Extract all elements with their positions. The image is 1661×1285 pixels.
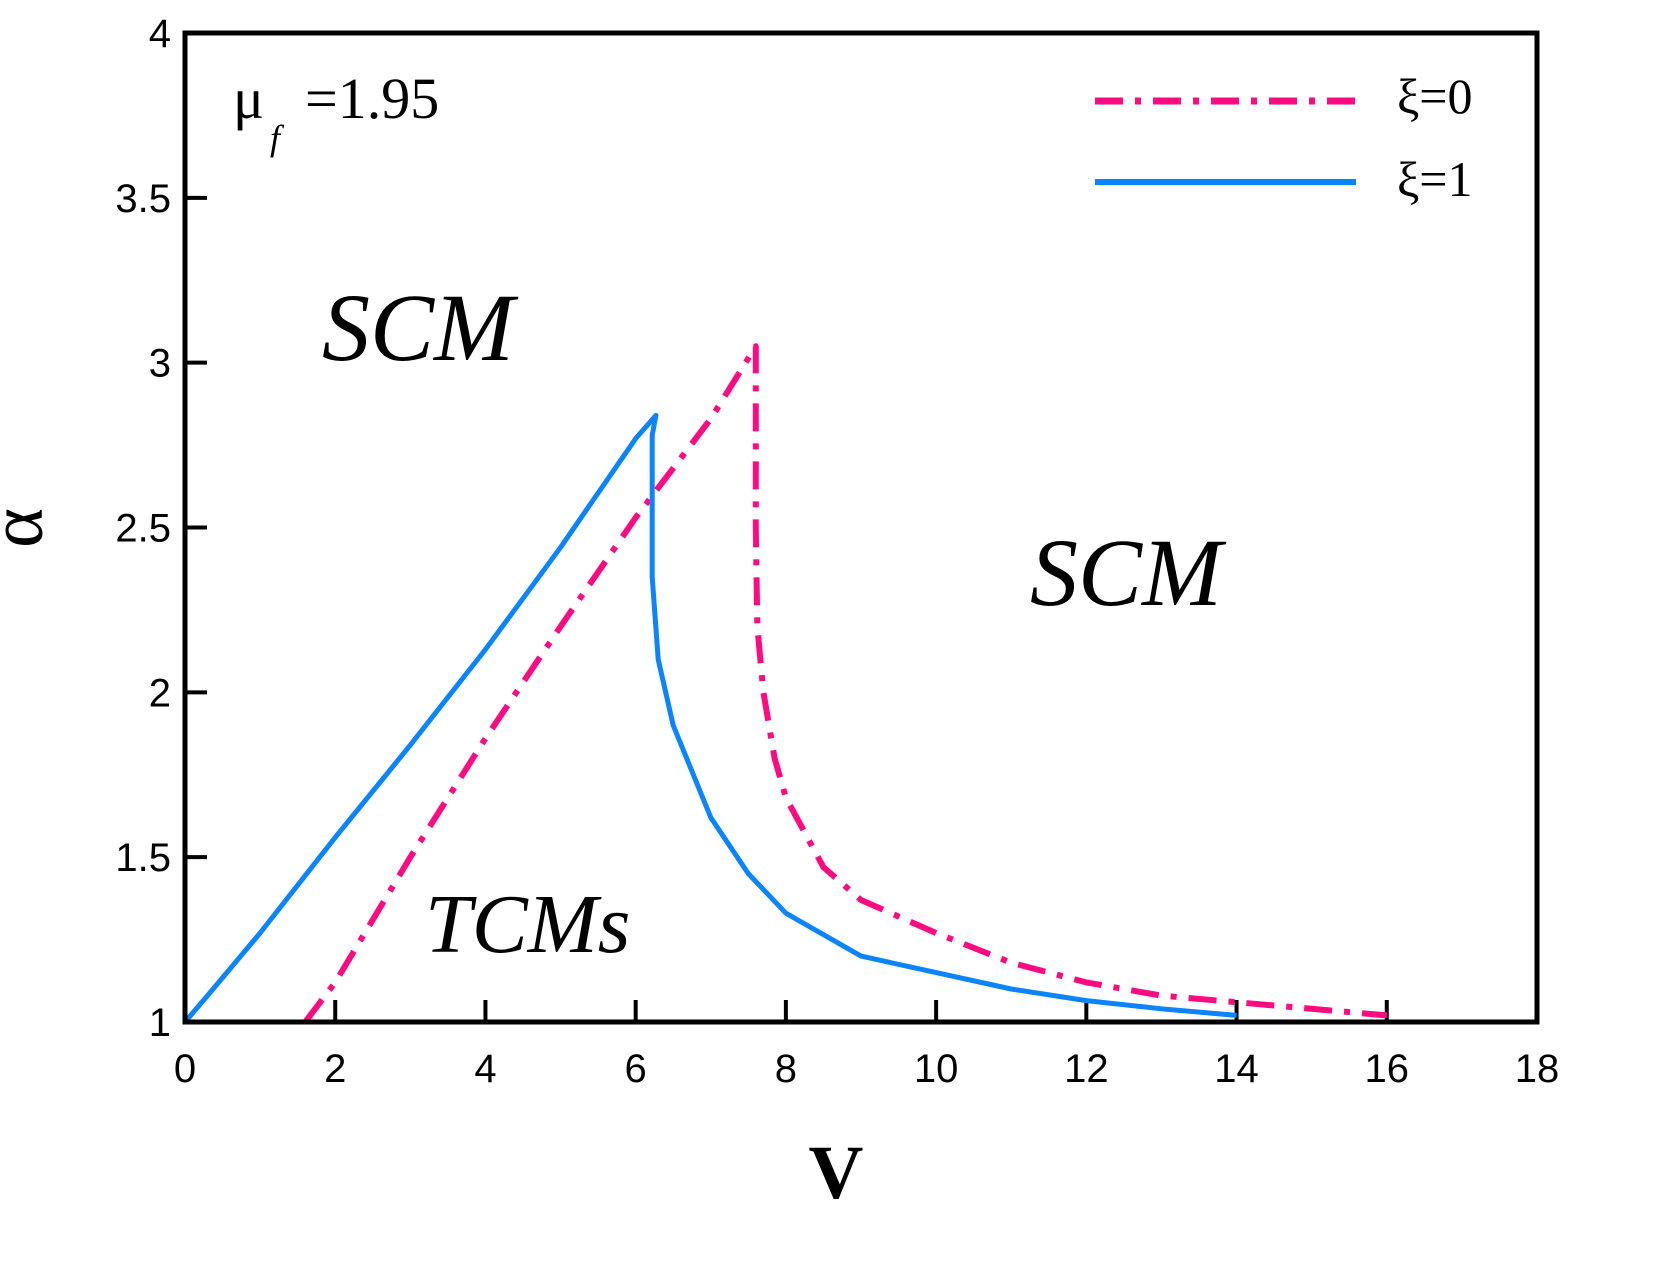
data-series	[183, 343, 1388, 1024]
x-tick-label: 12	[1064, 1047, 1109, 1091]
x-tick-label: 16	[1365, 1047, 1410, 1091]
region-label-tcms: TCMs	[425, 878, 630, 971]
x-tick-label: 14	[1214, 1047, 1259, 1091]
y-tick-label: 1	[149, 1001, 171, 1045]
param-symbol: μ	[233, 66, 264, 131]
plot-frame	[182, 30, 1540, 1025]
x-tick-label: 2	[324, 1047, 346, 1091]
legend-label-xi1: ξ=1	[1397, 151, 1473, 207]
y-tick-label: 2.5	[115, 507, 171, 551]
axis-ticks	[185, 195, 1389, 1022]
y-tick-label: 2	[149, 671, 171, 715]
y-tick-label: 3.5	[115, 177, 171, 221]
param-subscript: f	[270, 118, 285, 158]
legend-label-xi0: ξ=0	[1397, 68, 1473, 124]
y-tick-label: 4	[149, 12, 171, 56]
legend: ξ=0 ξ=1	[1095, 68, 1473, 207]
y-tick-label: 3	[149, 342, 171, 386]
param-value: =1.95	[305, 66, 439, 131]
x-tick-label: 4	[474, 1047, 496, 1091]
x-tick-label: 8	[775, 1047, 797, 1091]
y-axis-title: α	[0, 508, 59, 548]
x-tick-label: 18	[1515, 1047, 1560, 1091]
x-tick-label: 0	[174, 1047, 196, 1091]
y-tick-label: 1.5	[115, 836, 171, 880]
x-tick-label: 10	[914, 1047, 959, 1091]
axis-tick-labels: 0 2 4 6 8 10 12 14 16 18 1 1.5 2 2.5 3 3.5 4	[115, 12, 1559, 1091]
x-tick-label: 6	[625, 1047, 647, 1091]
region-label-scm-left: SCM	[322, 274, 519, 381]
series-line-1	[183, 412, 1237, 1024]
x-axis-title: V	[809, 1131, 864, 1215]
region-label-scm-right: SCM	[1030, 519, 1227, 626]
